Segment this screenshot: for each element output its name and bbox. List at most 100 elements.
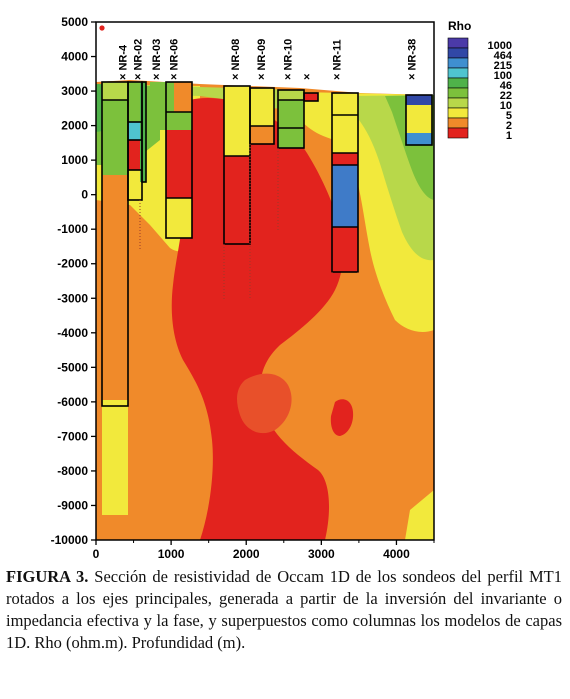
figure-caption: FIGURA 3. Sección de resistividad de Occ…	[6, 566, 562, 654]
column-nr-08-yellow	[224, 86, 250, 156]
legend-swatch	[447, 127, 469, 139]
zone-rho-5-bottom-right	[405, 490, 434, 540]
y-tick-label: -6000	[57, 395, 88, 409]
column-nr-38-yellow	[406, 105, 432, 133]
y-tick-label: 2000	[61, 119, 88, 133]
legend-label: 1	[506, 130, 512, 142]
y-tick-label: -1000	[57, 222, 88, 236]
column-nr-4-top2	[102, 82, 128, 100]
legend-label: 215	[494, 60, 512, 72]
outline-nr-11	[331, 92, 359, 273]
outline-nr-09	[249, 87, 275, 145]
legend-swatch	[447, 57, 469, 69]
y-tick-label: -10000	[51, 533, 89, 547]
y-tick-label: -9000	[57, 498, 88, 512]
column-nr-09-orange	[250, 126, 274, 144]
column-nr-4-mid	[102, 175, 128, 400]
outline-nr-38	[405, 94, 433, 146]
station-label: ×	[301, 74, 313, 80]
legend-label: 46	[500, 80, 512, 92]
station-label-text: × NR-09	[256, 39, 268, 80]
x-tick-label: 1000	[158, 547, 185, 560]
station-labels: × NR-4 × NR-02 × NR-03 × NR-06 × NR-08 × NR-0…	[117, 39, 418, 80]
station-label: × NR-4	[117, 44, 129, 80]
column-nr-4-deep	[102, 400, 128, 515]
column-nr-09-yellow	[250, 88, 274, 126]
plot-frame	[95, 21, 435, 541]
y-tick-label: -7000	[57, 429, 88, 443]
station-label: × NR-08	[230, 39, 242, 80]
y-tick-label: -4000	[57, 326, 88, 340]
zone-rho-1-central	[171, 98, 343, 540]
column-small-red	[304, 93, 318, 101]
marker-dot	[99, 25, 105, 31]
caption-text: Sección de resistividad de Occam 1D de l…	[6, 567, 563, 652]
y-tick-label: 3000	[61, 84, 88, 98]
x-tick-label: 2000	[233, 547, 260, 560]
legend-label: 464	[494, 50, 513, 62]
column-nr-11-yellow	[332, 93, 358, 153]
resistivity-section-figure: 5000 4000 3000 2000 1000 0 -1000 -2000 -3000 -400…	[51, 15, 513, 560]
legend-swatch	[447, 107, 469, 119]
column-nr-02-b	[128, 122, 142, 140]
legend-label: 1000	[488, 40, 512, 52]
station-label-text: × NR-4	[117, 44, 129, 80]
column-nr-11-blue	[332, 165, 358, 227]
column-nr-11-red	[332, 153, 358, 165]
column-nr-02-c	[128, 140, 142, 170]
legend-label: 2	[506, 120, 512, 132]
legend-swatch	[447, 97, 469, 109]
legend-swatch	[447, 87, 469, 99]
y-tick-label: -2000	[57, 257, 88, 271]
column-nr-11-red2	[332, 227, 358, 272]
station-label-text: × NR-03	[151, 39, 163, 80]
station-label-text: × NR-38	[406, 39, 418, 80]
x-tick-label: 4000	[383, 547, 410, 560]
station-label-text: ×	[301, 74, 313, 80]
station-label: × NR-38	[406, 39, 418, 80]
legend-label: 10	[500, 100, 512, 112]
column-nr-02-d	[128, 170, 142, 200]
legend-label: 100	[494, 70, 512, 82]
y-tick-label: -5000	[57, 360, 88, 374]
station-label-text: × NR-08	[230, 39, 242, 80]
column-nr-03-yellow	[166, 198, 192, 238]
station-label: × NR-02	[132, 39, 144, 80]
y-tick-label: 5000	[61, 15, 88, 29]
x-axis: 0 1000 2000 3000 4000	[93, 540, 435, 560]
column-nr-06-top	[174, 82, 192, 112]
y-tick-label: 4000	[61, 50, 88, 64]
legend-swatch	[447, 37, 469, 49]
legend-label: 5	[506, 110, 512, 122]
column-nr-10-top	[278, 90, 304, 100]
resistivity-field	[96, 80, 434, 540]
outline-small	[303, 92, 319, 102]
y-tick-label: 1000	[61, 153, 88, 167]
column-nr-38-blue2	[406, 133, 432, 145]
station-label: × NR-10	[283, 39, 295, 80]
station-label: × NR-06	[168, 39, 180, 80]
column-nr-02-e	[140, 82, 146, 182]
resistivity-section-chart: 500040003000200010000-1000-2000-3000-400…	[51, 15, 513, 560]
zone-rho-1-patch-right	[330, 399, 354, 436]
station-label-text: × NR-10	[283, 39, 295, 80]
station-label-text: × NR-06	[168, 39, 180, 80]
station-label: × NR-11	[331, 39, 343, 80]
station-label: × NR-09	[256, 39, 268, 80]
legend-swatch	[447, 47, 469, 59]
legend-label: 22	[500, 90, 512, 102]
station-label: × NR-03	[151, 39, 163, 80]
station-label-text: × NR-11	[331, 39, 343, 80]
outline-nr-10	[277, 89, 305, 149]
legend-title: Rho	[448, 19, 471, 33]
y-axis: 5000 4000 3000 2000 1000 0 -1000 -2000 -3000 -400…	[51, 15, 96, 547]
legend-swatch	[447, 117, 469, 129]
column-nr-02-a	[128, 82, 142, 122]
outline-nr-03	[165, 81, 193, 239]
zone-rho-1-patch-left	[237, 373, 292, 434]
x-tick-label: 0	[93, 547, 100, 560]
column-nr-38-blue	[406, 95, 432, 105]
x-tick-label: 3000	[308, 547, 335, 560]
legend-swatch	[447, 67, 469, 79]
